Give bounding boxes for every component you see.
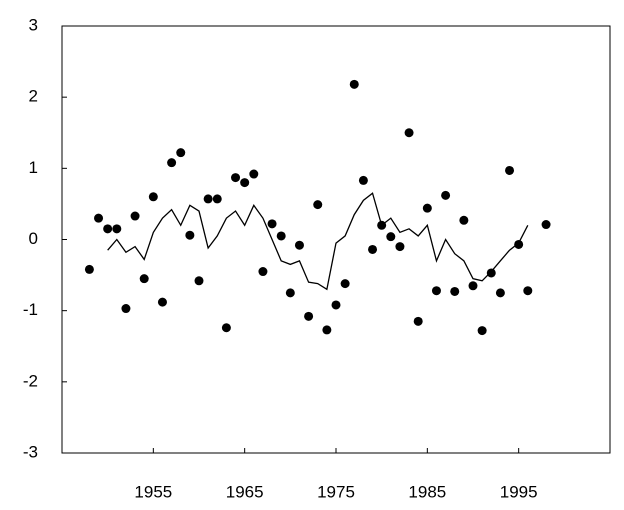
point	[340, 279, 350, 289]
point	[459, 215, 469, 225]
point	[267, 219, 277, 229]
point	[395, 242, 405, 252]
point	[185, 230, 195, 240]
point	[358, 175, 368, 185]
point	[240, 178, 250, 188]
point	[505, 165, 515, 175]
point	[231, 173, 241, 183]
y-tick-label: 1	[29, 158, 38, 177]
point	[221, 323, 231, 333]
point	[112, 224, 122, 234]
point	[495, 288, 505, 298]
point	[157, 297, 167, 307]
y-tick-label: -2	[23, 371, 38, 390]
point	[148, 192, 158, 202]
point	[258, 267, 268, 277]
point	[203, 194, 213, 204]
point	[313, 200, 323, 210]
point	[386, 232, 396, 242]
point	[486, 268, 496, 278]
point	[541, 220, 551, 230]
y-tick-label: 2	[29, 87, 38, 106]
point	[294, 240, 304, 250]
point	[212, 194, 222, 204]
point	[176, 148, 186, 158]
y-tick-label: 0	[29, 229, 38, 248]
point	[130, 211, 140, 221]
point	[404, 128, 414, 138]
point	[431, 286, 441, 296]
x-tick-label: 1975	[317, 482, 355, 501]
point	[477, 326, 487, 336]
x-tick-label: 1995	[500, 482, 538, 501]
point	[349, 79, 359, 89]
point	[523, 286, 533, 296]
point	[322, 325, 332, 335]
point	[450, 286, 460, 296]
y-tick-label: 3	[29, 15, 38, 34]
point	[276, 231, 286, 241]
point	[94, 213, 104, 223]
x-tick-label: 1965	[226, 482, 264, 501]
y-tick-label: -1	[23, 300, 38, 319]
x-tick-label: 1955	[134, 482, 172, 501]
point	[84, 264, 94, 274]
point	[103, 224, 113, 234]
x-tick-label: 1985	[408, 482, 446, 501]
point	[368, 244, 378, 254]
point	[139, 274, 149, 284]
point	[194, 276, 204, 286]
point	[249, 169, 259, 179]
line	[107, 192, 529, 291]
point	[331, 300, 341, 310]
point	[121, 304, 131, 314]
point	[167, 158, 177, 168]
point	[304, 311, 314, 321]
plot-frame	[61, 25, 611, 454]
point	[441, 190, 451, 200]
y-tick-label: -3	[23, 442, 38, 461]
point	[413, 316, 423, 326]
point	[514, 239, 524, 249]
point	[468, 281, 478, 291]
point	[422, 203, 432, 213]
point	[285, 288, 295, 298]
